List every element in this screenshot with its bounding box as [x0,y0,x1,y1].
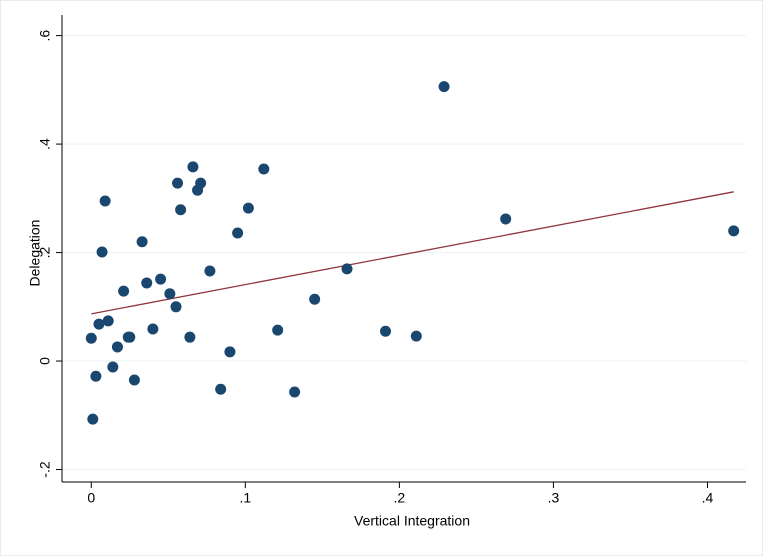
data-point [728,225,740,237]
x-tick-label: .3 [548,490,560,506]
data-point [500,213,512,225]
data-point [96,246,108,258]
data-point [438,81,450,93]
data-point [224,346,236,358]
x-axis-label: Vertical Integration [354,513,470,529]
data-point [170,301,182,313]
x-tick-label: .4 [702,490,714,506]
data-point [232,227,244,239]
data-point [242,202,254,214]
data-point [184,331,196,343]
x-tick-label: .2 [394,490,406,506]
data-point [164,288,176,300]
data-point [289,386,301,398]
data-point [136,236,148,248]
data-point [172,177,184,189]
data-point [410,330,422,342]
data-point [141,277,153,289]
data-point [147,323,159,335]
data-point [128,374,140,386]
data-point [90,370,102,382]
y-tick-label: .6 [37,30,53,42]
y-tick-label: 0 [37,357,53,365]
data-point [195,177,207,189]
data-point [175,204,187,216]
data-point [380,325,392,337]
data-point [87,413,99,425]
fit-line [91,191,734,315]
y-tick-label: -.2 [37,461,53,478]
data-point [111,341,123,353]
data-point [341,263,353,275]
data-point [102,315,114,327]
data-point [204,265,216,277]
x-tick-label: 0 [87,490,95,506]
data-point [118,285,130,297]
data-point [85,332,97,344]
y-axis-label: Delegation [27,220,43,287]
y-tick-label: .2 [37,247,53,259]
data-point [272,324,284,336]
data-point [187,161,199,173]
data-point [258,163,270,175]
data-point [309,293,321,305]
x-tick-label: .1 [239,490,251,506]
data-point [215,383,227,395]
y-tick-label: .4 [37,138,53,150]
data-point [155,273,167,285]
data-point [99,195,111,207]
data-point [124,331,136,343]
data-point [93,318,105,330]
data-point [107,361,119,373]
